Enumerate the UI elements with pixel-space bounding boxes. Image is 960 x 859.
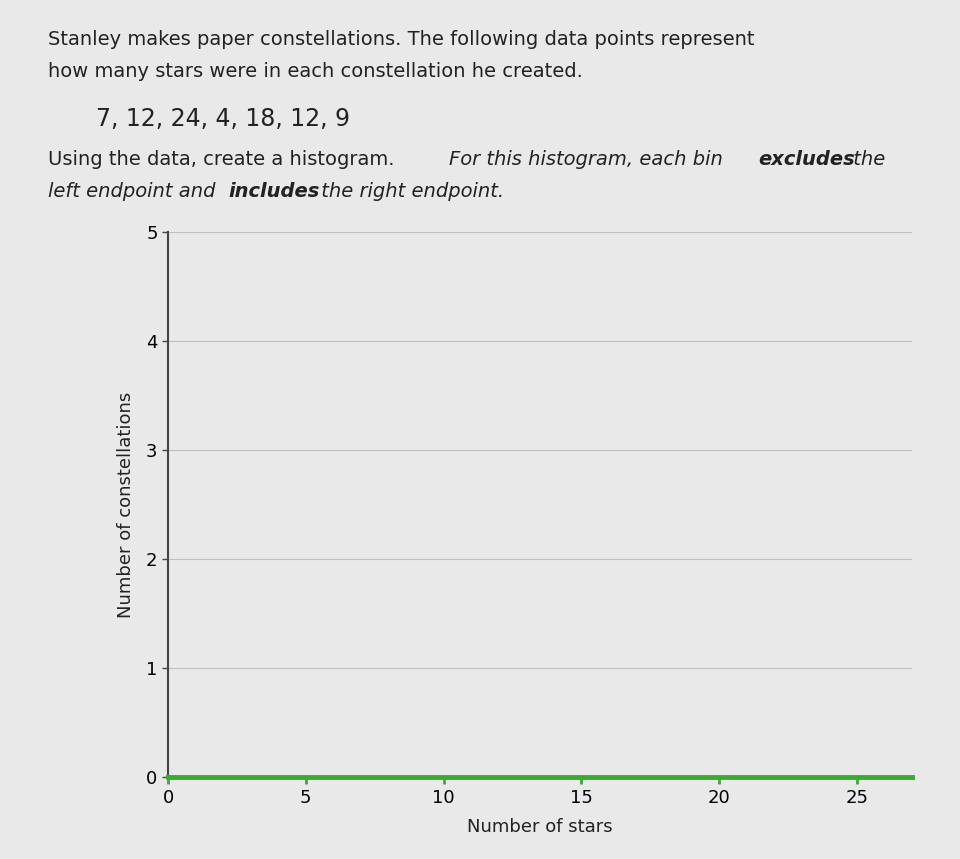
- Text: excludes: excludes: [758, 150, 855, 169]
- Text: For this histogram, each bin: For this histogram, each bin: [449, 150, 730, 169]
- Text: Stanley makes paper constellations. The following data points represent: Stanley makes paper constellations. The …: [48, 30, 755, 49]
- Text: how many stars were in each constellation he created.: how many stars were in each constellatio…: [48, 62, 583, 81]
- Text: the right endpoint.: the right endpoint.: [315, 182, 504, 201]
- X-axis label: Number of stars: Number of stars: [468, 819, 612, 837]
- Text: includes: includes: [228, 182, 320, 201]
- Y-axis label: Number of constellations: Number of constellations: [117, 392, 135, 618]
- Text: the: the: [847, 150, 885, 169]
- Text: left endpoint and: left endpoint and: [48, 182, 222, 201]
- Text: 7, 12, 24, 4, 18, 12, 9: 7, 12, 24, 4, 18, 12, 9: [96, 107, 350, 131]
- Text: Using the data, create a histogram.: Using the data, create a histogram.: [48, 150, 400, 169]
